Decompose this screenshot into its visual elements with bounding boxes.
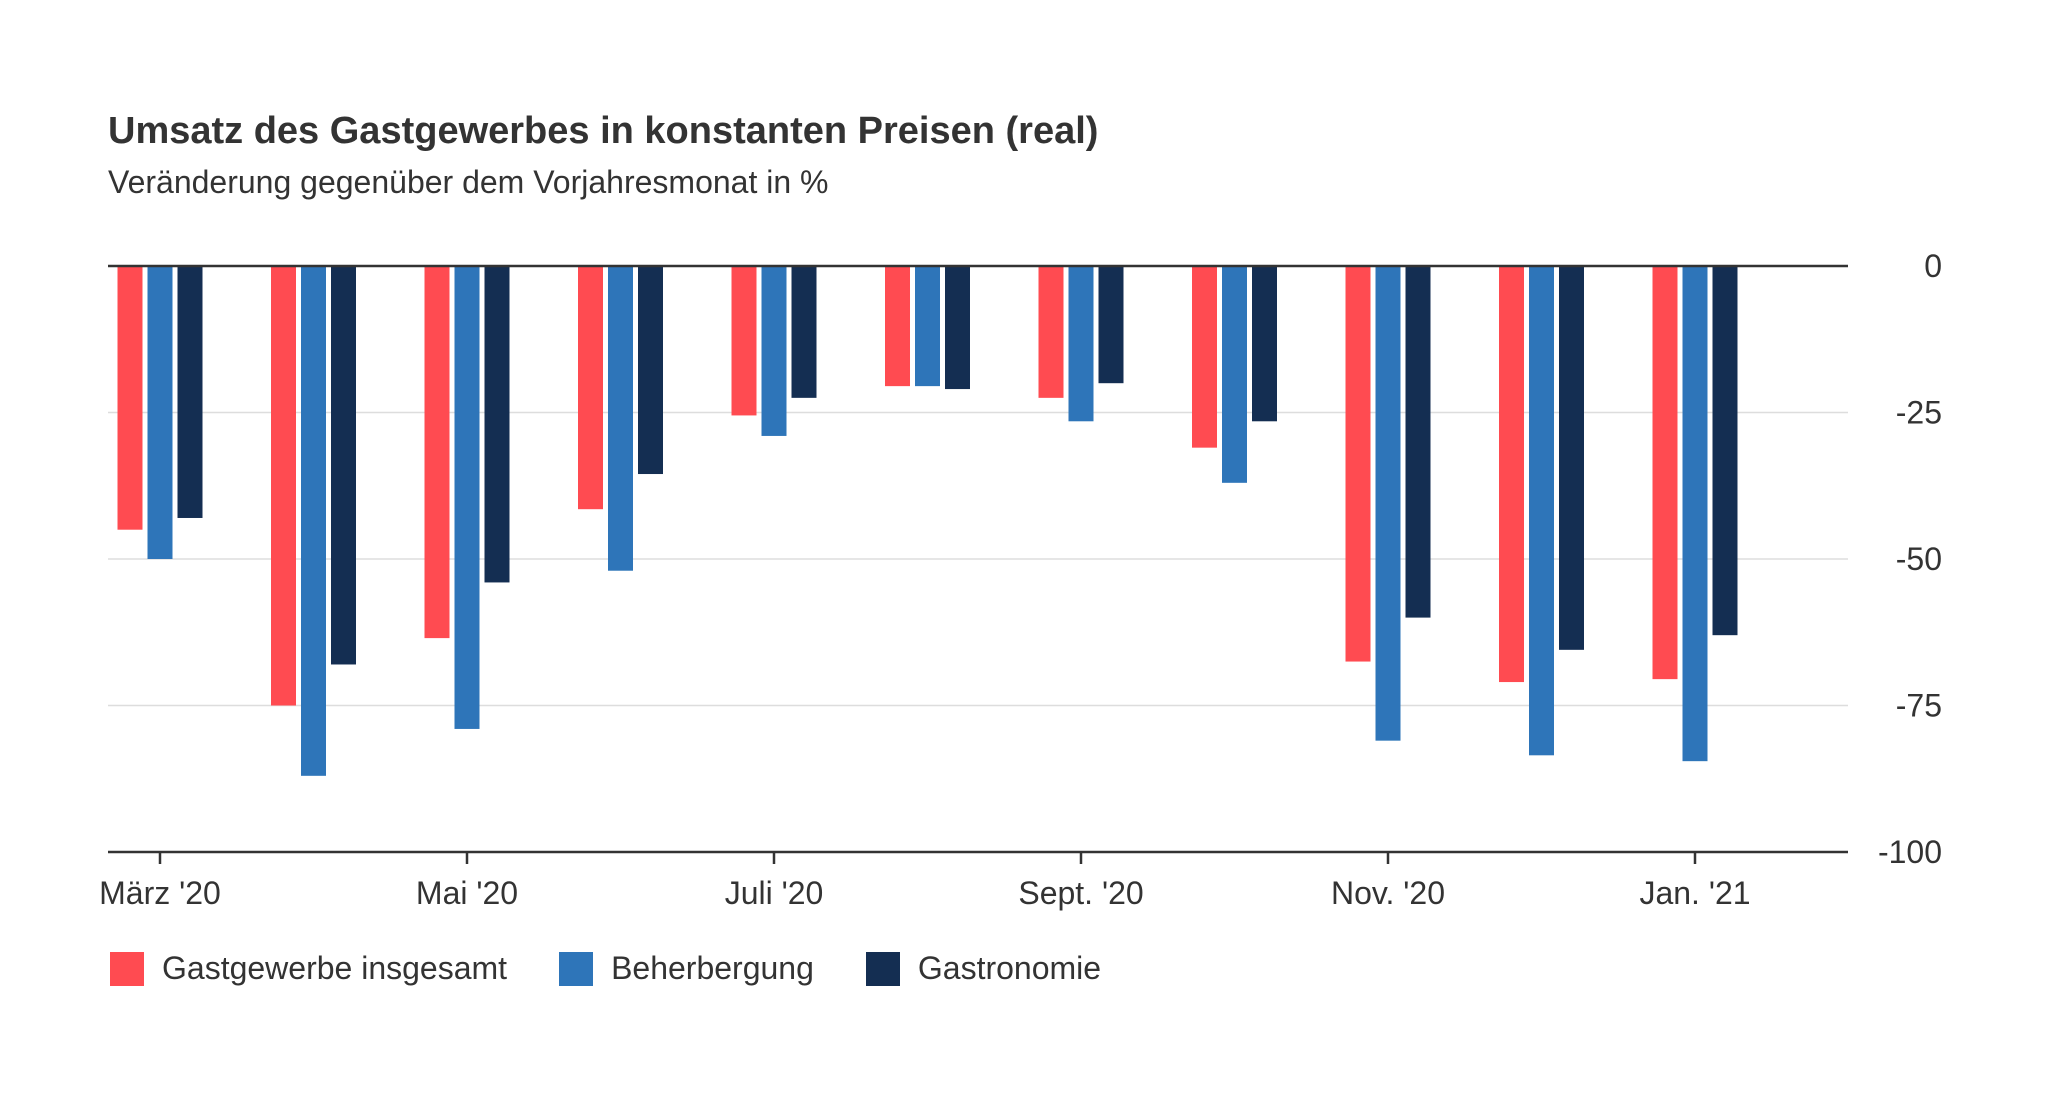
bar-gastronomie-9[interactable] bbox=[1559, 266, 1584, 650]
y-tick-label: -25 bbox=[1896, 395, 1942, 431]
bar-gastgewerbe-insgesamt-4[interactable] bbox=[731, 266, 757, 416]
bar-beherbergung-7[interactable] bbox=[1222, 266, 1247, 483]
x-tick-label: Nov. '20 bbox=[1331, 875, 1445, 911]
bar-gastronomie-0[interactable] bbox=[177, 266, 203, 518]
x-tick-label: Mai '20 bbox=[416, 875, 518, 911]
bar-gastronomie-6[interactable] bbox=[1098, 266, 1124, 384]
bar-gastgewerbe-insgesamt-3[interactable] bbox=[578, 266, 603, 510]
y-tick-label: -100 bbox=[1878, 834, 1942, 870]
bar-beherbergung-1[interactable] bbox=[301, 266, 326, 776]
bar-beherbergung-6[interactable] bbox=[1068, 266, 1094, 422]
bar-gastgewerbe-insgesamt-5[interactable] bbox=[885, 266, 910, 387]
y-tick-label: -75 bbox=[1896, 688, 1942, 724]
bar-beherbergung-5[interactable] bbox=[915, 266, 940, 387]
bar-beherbergung-0[interactable] bbox=[147, 266, 173, 559]
bar-beherbergung-3[interactable] bbox=[608, 266, 633, 571]
bar-gastgewerbe-insgesamt-7[interactable] bbox=[1192, 266, 1217, 448]
legend-swatch-gastronomie bbox=[865, 951, 900, 986]
legend-label-gastronomie: Gastronomie bbox=[917, 950, 1102, 986]
y-tick-label: -50 bbox=[1896, 541, 1942, 577]
bar-beherbergung-9[interactable] bbox=[1529, 266, 1554, 756]
x-tick-label: Sept. '20 bbox=[1018, 875, 1143, 911]
legend-swatch-beherbergung bbox=[559, 951, 594, 986]
bar-gastgewerbe-insgesamt-8[interactable] bbox=[1345, 266, 1371, 662]
x-tick-label: Jan. '21 bbox=[1639, 875, 1750, 911]
y-tick-label: 0 bbox=[1924, 248, 1942, 284]
legend-item-gastgewerbe[interactable]: Gastgewerbe insgesamt bbox=[110, 950, 507, 987]
chart-subtitle: Veränderung gegenüber dem Vorjahresmonat… bbox=[108, 164, 829, 200]
legend-swatch-gastgewerbe bbox=[110, 951, 144, 986]
bar-beherbergung-10[interactable] bbox=[1682, 266, 1708, 762]
bar-gastgewerbe-insgesamt-6[interactable] bbox=[1038, 266, 1064, 398]
bar-gastronomie-3[interactable] bbox=[638, 266, 663, 475]
x-tick-label: März '20 bbox=[99, 875, 221, 911]
bar-gastgewerbe-insgesamt-0[interactable] bbox=[117, 266, 143, 530]
bar-gastronomie-2[interactable] bbox=[484, 266, 510, 583]
bar-gastgewerbe-insgesamt-1[interactable] bbox=[271, 266, 296, 706]
legend-item-gastronomie[interactable]: Gastronomie bbox=[865, 950, 1102, 987]
bar-beherbergung-8[interactable] bbox=[1375, 266, 1401, 741]
bar-beherbergung-4[interactable] bbox=[761, 266, 787, 436]
chart-title: Umsatz des Gastgewerbes in konstanten Pr… bbox=[108, 110, 1099, 152]
bar-gastronomie-7[interactable] bbox=[1252, 266, 1277, 422]
legend-item-beherbergung[interactable]: Beherbergung bbox=[559, 950, 814, 987]
bar-gastgewerbe-insgesamt-2[interactable] bbox=[424, 266, 450, 639]
legend: Gastgewerbe insgesamt Beherbergung Gastr… bbox=[110, 950, 1153, 987]
legend-label-beherbergung: Beherbergung bbox=[611, 950, 814, 986]
bar-gastronomie-4[interactable] bbox=[791, 266, 817, 398]
x-tick-label: Juli '20 bbox=[725, 875, 824, 911]
bar-gastronomie-10[interactable] bbox=[1712, 266, 1738, 636]
bar-beherbergung-2[interactable] bbox=[454, 266, 480, 729]
bar-gastgewerbe-insgesamt-9[interactable] bbox=[1499, 266, 1524, 683]
bar-gastronomie-5[interactable] bbox=[945, 266, 970, 390]
bar-gastronomie-1[interactable] bbox=[331, 266, 356, 665]
bar-gastronomie-8[interactable] bbox=[1405, 266, 1431, 618]
legend-label-gastgewerbe: Gastgewerbe insgesamt bbox=[162, 950, 508, 986]
bar-gastgewerbe-insgesamt-10[interactable] bbox=[1652, 266, 1678, 680]
